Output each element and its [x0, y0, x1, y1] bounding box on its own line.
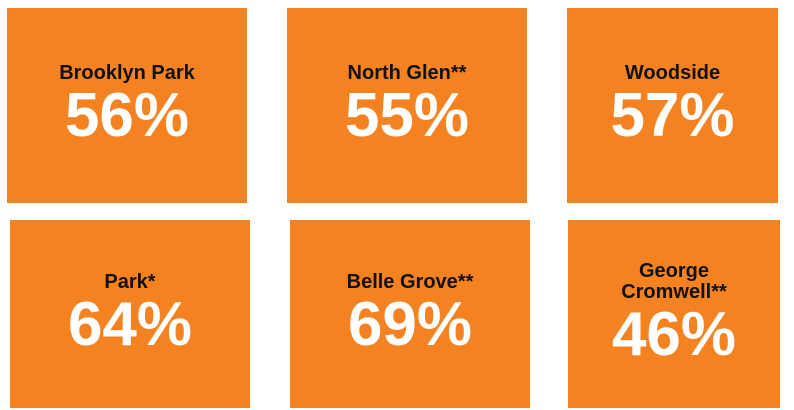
tile-value: 55% — [344, 81, 470, 150]
tile-value: 57% — [610, 81, 735, 150]
tile: Brooklyn Park 56% — [7, 8, 247, 203]
tile: Belle Grove** 69% — [290, 220, 530, 408]
tile-value: 69% — [347, 289, 473, 359]
tile-name: George Cromwell** — [621, 260, 727, 303]
tile: Woodside 57% — [567, 8, 778, 203]
tile-name: Belle Grove** — [346, 270, 474, 293]
tile-name: Park* — [104, 270, 156, 293]
tile-name: Woodside — [624, 62, 721, 84]
tile: North Glen** 55% — [287, 8, 527, 203]
tile: Park* 64% — [10, 220, 250, 408]
tile-name: North Glen** — [347, 62, 467, 84]
tile-name: Brooklyn Park — [59, 62, 195, 84]
tile-value: 56% — [64, 81, 190, 150]
tile-value: 64% — [67, 289, 193, 359]
tile: George Cromwell** 46% — [568, 220, 780, 408]
tile-value: 46% — [611, 300, 737, 369]
